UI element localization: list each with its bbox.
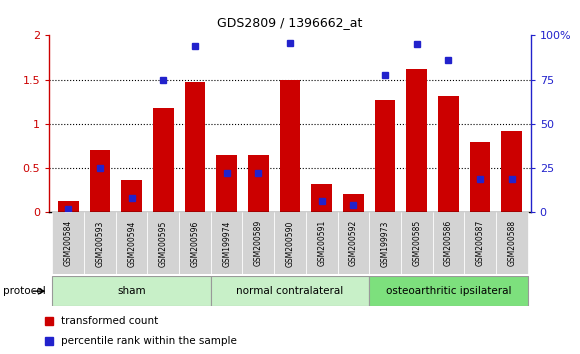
- Bar: [464, 212, 496, 274]
- Bar: [369, 212, 401, 274]
- Bar: [242, 212, 274, 274]
- Bar: [116, 212, 147, 274]
- Text: transformed count: transformed count: [61, 316, 158, 326]
- Bar: [274, 212, 306, 274]
- Bar: [211, 276, 369, 306]
- Bar: [433, 212, 464, 274]
- Text: GSM200585: GSM200585: [412, 220, 421, 267]
- Bar: [216, 155, 237, 212]
- Text: protocol: protocol: [3, 286, 46, 296]
- Bar: [248, 155, 269, 212]
- Text: GSM199973: GSM199973: [380, 220, 390, 267]
- Bar: [280, 80, 300, 212]
- Text: sham: sham: [117, 286, 146, 296]
- Text: GSM200593: GSM200593: [96, 220, 104, 267]
- Bar: [153, 108, 173, 212]
- Bar: [90, 150, 110, 212]
- Bar: [211, 212, 242, 274]
- Bar: [343, 194, 364, 212]
- Bar: [147, 212, 179, 274]
- Bar: [501, 131, 522, 212]
- Bar: [496, 212, 528, 274]
- Bar: [179, 212, 211, 274]
- Bar: [338, 212, 369, 274]
- Bar: [121, 180, 142, 212]
- Text: GSM200590: GSM200590: [285, 220, 295, 267]
- Text: GSM200586: GSM200586: [444, 220, 453, 267]
- Text: percentile rank within the sample: percentile rank within the sample: [61, 336, 237, 346]
- Text: GDS2809 / 1396662_at: GDS2809 / 1396662_at: [218, 16, 362, 29]
- Bar: [438, 96, 459, 212]
- Text: GSM200587: GSM200587: [476, 220, 484, 267]
- Text: GSM200594: GSM200594: [127, 220, 136, 267]
- Bar: [58, 201, 79, 212]
- Text: normal contralateral: normal contralateral: [237, 286, 343, 296]
- Text: GSM200591: GSM200591: [317, 220, 326, 267]
- Bar: [369, 276, 528, 306]
- Text: GSM200592: GSM200592: [349, 220, 358, 267]
- Bar: [52, 212, 84, 274]
- Text: GSM200595: GSM200595: [159, 220, 168, 267]
- Text: GSM200596: GSM200596: [190, 220, 200, 267]
- Text: GSM200588: GSM200588: [507, 220, 516, 267]
- Bar: [401, 212, 433, 274]
- Bar: [84, 212, 116, 274]
- Bar: [407, 69, 427, 212]
- Bar: [375, 100, 396, 212]
- Bar: [306, 212, 338, 274]
- Text: GSM200589: GSM200589: [254, 220, 263, 267]
- Text: GSM200584: GSM200584: [64, 220, 73, 267]
- Bar: [184, 82, 205, 212]
- Bar: [470, 142, 490, 212]
- Text: GSM199974: GSM199974: [222, 220, 231, 267]
- Bar: [52, 276, 211, 306]
- Text: osteoarthritic ipsilateral: osteoarthritic ipsilateral: [386, 286, 511, 296]
- Bar: [311, 184, 332, 212]
